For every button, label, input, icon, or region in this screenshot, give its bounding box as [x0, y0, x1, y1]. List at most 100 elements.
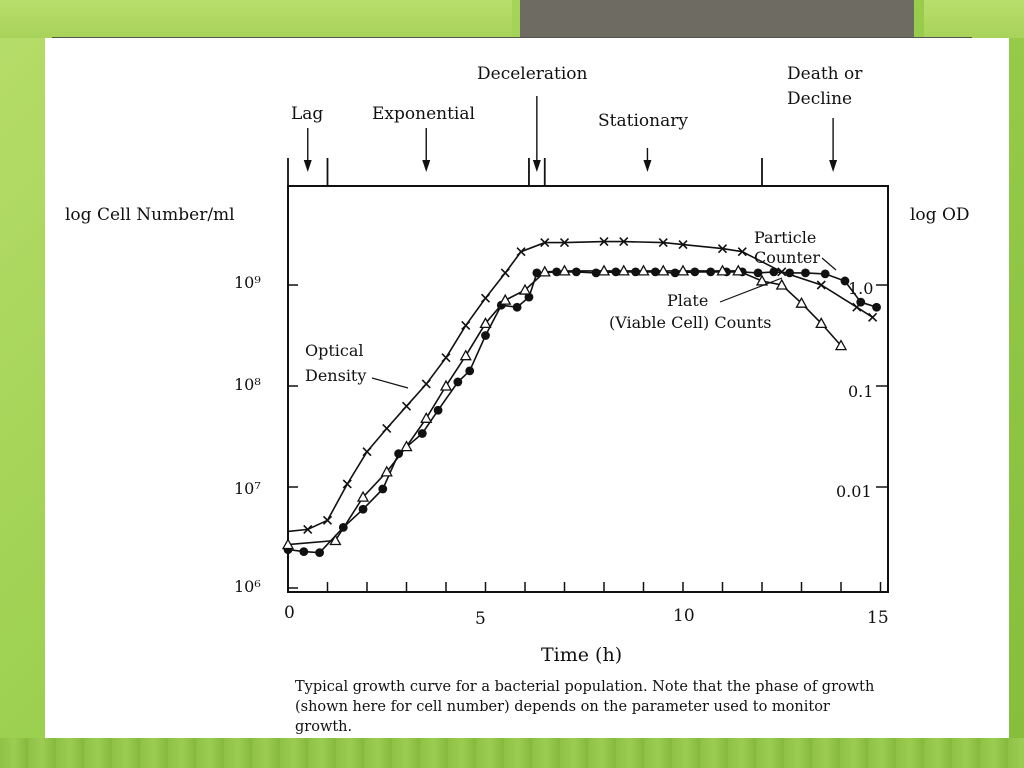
phase-label-deceleration: Deceleration — [477, 64, 588, 84]
series-2-point-8 — [479, 317, 492, 329]
series-1-point-33 — [856, 297, 866, 307]
plot-frame — [287, 185, 889, 593]
series-1-point-9 — [453, 377, 463, 387]
series-2-point-23 — [815, 317, 828, 329]
footer-strip — [0, 738, 1024, 768]
phase-label-lag: Lag — [291, 104, 323, 124]
y-tick-label-right-01: 0.1 — [848, 382, 873, 401]
series-1-point-11 — [481, 331, 490, 340]
series-1-point-17 — [571, 267, 581, 277]
series-1-point-28 — [769, 267, 779, 277]
series-0-point-4 — [382, 423, 392, 433]
series-2-point-3 — [380, 465, 393, 477]
series-1-point-14 — [524, 292, 534, 302]
series-0-point-0 — [303, 524, 313, 534]
series-2-point-17 — [676, 264, 690, 276]
slide-top-rule — [52, 37, 972, 38]
header-bar-right — [924, 0, 1024, 38]
series-0-point-16 — [658, 238, 668, 248]
x-tick-label-0: 0 — [284, 603, 295, 623]
y-tick-label-right-1: 1.0 — [848, 279, 873, 298]
series-1-point-30 — [801, 268, 810, 278]
series-2-point-2 — [356, 490, 370, 502]
series-1-point-4 — [358, 504, 368, 514]
y-tick-label-left-8: 10⁸ — [234, 375, 261, 394]
series-2-point-5 — [420, 411, 433, 423]
slide-canvas — [45, 38, 1009, 738]
series-2-point-22 — [795, 296, 808, 308]
series-1-point-34 — [872, 302, 881, 312]
series-1-point-5 — [378, 484, 388, 494]
phase-arrow-head-0 — [303, 160, 312, 172]
x-tick-label-15: 15 — [867, 608, 889, 628]
series-1-point-16 — [552, 267, 561, 277]
phase-markers — [287, 96, 838, 186]
series-1-point-3 — [338, 523, 348, 532]
series-1-point-32 — [840, 276, 850, 286]
series-1-point-13 — [512, 302, 522, 312]
series-0-point-8 — [461, 320, 471, 330]
series-2-point-21 — [775, 278, 788, 290]
series-1-point-10 — [465, 366, 475, 376]
series-2-point-10 — [518, 283, 532, 295]
series-2-point-24 — [834, 339, 848, 351]
series-2-point-12 — [558, 264, 571, 276]
series-2-point-18 — [716, 264, 729, 276]
phase-label-death: Death or Decline — [787, 64, 868, 109]
phase-label-exponential: Exponential — [372, 104, 475, 124]
header-bar-left — [0, 0, 512, 38]
series-1-point-23 — [690, 267, 700, 277]
caption-line-2: (shown here for cell number) depends on … — [295, 699, 830, 715]
annotation-leader-particle-counter — [821, 257, 837, 271]
series-2-point-9 — [499, 293, 512, 305]
series-1-point-15 — [532, 268, 542, 278]
series-0-point-2 — [342, 479, 352, 489]
annotation-particle: Particle — [754, 228, 816, 247]
series-2-point-6 — [439, 379, 453, 391]
series-1-point-2 — [315, 548, 324, 558]
series-2-point-16 — [657, 264, 670, 276]
series-0-point-1 — [322, 515, 333, 525]
series-markers — [281, 237, 881, 558]
series-1-point-1 — [299, 547, 309, 557]
series-2-point-20 — [755, 274, 769, 286]
series-1-point-18 — [591, 268, 601, 278]
phase-label-death-line2: Decline — [787, 89, 852, 109]
series-0-point-18 — [717, 244, 728, 254]
x-tick-label-5: 5 — [475, 609, 486, 629]
header-bar-center — [520, 0, 914, 38]
series-0-point-13 — [559, 238, 570, 248]
series-2-point-1 — [329, 534, 342, 546]
series-1-point-29 — [785, 268, 795, 278]
caption-line-3: growth. — [295, 719, 353, 735]
annotation-plate: Plate — [667, 291, 708, 310]
series-1-point-22 — [670, 268, 680, 278]
series-0-point-20 — [777, 267, 787, 277]
series-1-point-6 — [394, 449, 403, 459]
series-line-2 — [287, 270, 842, 546]
series-0-point-7 — [441, 353, 451, 363]
annotation-density: Density — [305, 366, 366, 385]
y-tick-label-left-7: 10⁷ — [234, 479, 261, 498]
axis-ticks — [288, 284, 888, 592]
x-tick-label-10: 10 — [673, 606, 695, 626]
series-0-point-15 — [619, 237, 629, 247]
series-0-point-6 — [421, 379, 431, 389]
series-0-point-21 — [816, 280, 826, 290]
series-0-point-19 — [737, 247, 747, 257]
series-1-point-24 — [706, 267, 716, 277]
caption-line-1: Typical growth curve for a bacterial pop… — [295, 679, 875, 695]
y-axis-label-right: log OD — [910, 205, 970, 225]
phase-label-death-line1: Death or — [787, 64, 863, 84]
series-1-point-21 — [650, 267, 660, 277]
y-axis-label-left: log Cell Number/ml — [65, 205, 235, 225]
series-0-point-17 — [678, 240, 688, 250]
series-0-point-14 — [599, 237, 609, 247]
series-2-point-14 — [617, 264, 630, 276]
annotation-counter: Counter — [754, 248, 820, 267]
phase-arrow-head-1 — [422, 160, 431, 172]
y-tick-label-right-001: 0.01 — [836, 482, 872, 501]
series-0-point-5 — [401, 401, 412, 411]
x-axis-label: Time (h) — [541, 644, 622, 666]
